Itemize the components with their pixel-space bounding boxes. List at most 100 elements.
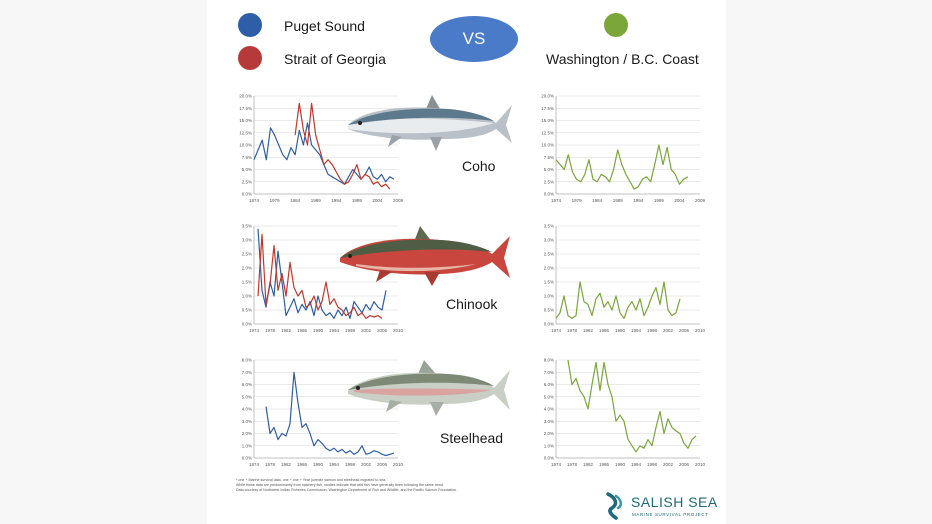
x-tick-label: 1978 xyxy=(567,462,578,467)
fish-label-chinook: Chinook xyxy=(446,296,498,312)
x-tick-label: 1978 xyxy=(567,328,578,333)
y-tick-label: 20.0% xyxy=(541,94,554,99)
x-tick-label: 1982 xyxy=(281,328,292,333)
vs-badge: VS xyxy=(430,16,518,62)
x-tick-label: 1984 xyxy=(592,198,603,203)
series-line-puget-sound xyxy=(257,228,387,320)
x-tick-label: 1994 xyxy=(329,462,340,467)
series-line-washington-b-c-coast xyxy=(567,359,697,453)
x-tick-label: 2002 xyxy=(361,462,372,467)
x-tick-label: 1982 xyxy=(583,328,594,333)
y-tick-label: 7.5% xyxy=(242,155,252,160)
x-tick-label: 1974 xyxy=(551,462,562,467)
chart-coho-coast: 0.0% 2.5% 5.0% 7.5% 10.0% 12.5% 15.0% 17.5% 20.0… xyxy=(541,94,706,204)
x-tick-label: 1994 xyxy=(331,198,342,203)
y-tick-label: 15.0% xyxy=(541,118,554,123)
x-tick-label: 1974 xyxy=(249,328,260,333)
page-margin-left xyxy=(0,0,207,524)
y-tick-label: 17.5% xyxy=(239,106,252,111)
y-tick-label: 7.0% xyxy=(242,370,252,375)
x-tick-label: 1979 xyxy=(572,198,583,203)
fish-label-steelhead: Steelhead xyxy=(440,430,504,446)
series-line-washington-b-c-coast xyxy=(555,281,681,320)
x-tick-label: 1986 xyxy=(297,328,308,333)
x-tick-label: 1990 xyxy=(313,328,324,333)
x-tick-label: 2004 xyxy=(674,198,685,203)
y-tick-label: 3.5% xyxy=(544,224,554,229)
y-tick-label: 8.0% xyxy=(544,358,554,363)
page-margin-right xyxy=(726,0,932,524)
x-tick-label: 1998 xyxy=(345,328,356,333)
y-tick-label: 10.0% xyxy=(239,143,252,148)
x-tick-label: 1974 xyxy=(249,462,260,467)
logo-subtitle: MARINE SURVIVAL PROJECT xyxy=(632,512,709,517)
series-line-washington-b-c-coast xyxy=(555,144,689,190)
y-tick-label: 0.0% xyxy=(242,192,252,197)
chart-steelhead-coast: 0.0% 1.0% 2.0% 3.0% 4.0% 5.0% 6.0% 7.0% 8.0% 1974… xyxy=(544,358,706,468)
x-tick-label: 1994 xyxy=(633,198,644,203)
chinook-salmon-illustration xyxy=(340,226,510,286)
x-tick-label: 1978 xyxy=(265,462,276,467)
x-tick-label: 2002 xyxy=(361,328,372,333)
footnote-line: While these data are predominantly from … xyxy=(236,483,444,487)
y-tick-label: 2.5% xyxy=(242,252,252,257)
y-tick-label: 3.0% xyxy=(544,238,554,243)
y-tick-label: 0.0% xyxy=(544,192,554,197)
x-tick-label: 1974 xyxy=(551,328,562,333)
x-tick-label: 1982 xyxy=(281,462,292,467)
x-tick-label: 2010 xyxy=(393,328,404,333)
y-tick-label: 1.0% xyxy=(242,294,252,299)
series-line-puget-sound xyxy=(265,371,395,457)
x-tick-label: 2006 xyxy=(679,462,690,467)
x-tick-label: 1986 xyxy=(599,462,610,467)
legend-dot-coast xyxy=(604,13,628,37)
y-tick-label: 2.0% xyxy=(544,266,554,271)
fish-label-coho: Coho xyxy=(462,158,496,174)
y-tick-label: 1.0% xyxy=(544,443,554,448)
y-tick-label: 4.0% xyxy=(242,407,252,412)
y-tick-label: 12.5% xyxy=(239,130,252,135)
y-tick-label: 7.0% xyxy=(544,370,554,375)
legend-label-puget-sound: Puget Sound xyxy=(284,18,365,34)
x-tick-label: 1999 xyxy=(654,198,665,203)
x-tick-label: 1999 xyxy=(352,198,363,203)
y-tick-label: 3.0% xyxy=(242,419,252,424)
footnote: * one + Marine survival data, one + one … xyxy=(236,478,576,493)
y-tick-label: 4.0% xyxy=(544,407,554,412)
x-tick-label: 1998 xyxy=(345,462,356,467)
x-tick-label: 2002 xyxy=(663,328,674,333)
coho-salmon-illustration xyxy=(348,95,512,151)
x-tick-label: 1989 xyxy=(613,198,624,203)
y-tick-label: 1.5% xyxy=(242,280,252,285)
x-tick-label: 2002 xyxy=(663,462,674,467)
x-tick-label: 2006 xyxy=(377,328,388,333)
x-tick-label: 2009 xyxy=(695,198,706,203)
y-tick-label: 3.5% xyxy=(242,224,252,229)
y-tick-label: 7.5% xyxy=(544,155,554,160)
y-tick-label: 1.5% xyxy=(544,280,554,285)
y-tick-label: 5.0% xyxy=(544,167,554,172)
x-tick-label: 1994 xyxy=(631,328,642,333)
legend-dot-strait-of-georgia xyxy=(238,46,262,70)
x-tick-label: 1998 xyxy=(647,328,658,333)
y-tick-label: 6.0% xyxy=(242,382,252,387)
x-tick-label: 1990 xyxy=(313,462,324,467)
x-tick-label: 1986 xyxy=(297,462,308,467)
x-tick-label: 1984 xyxy=(290,198,301,203)
y-tick-label: 0.5% xyxy=(544,308,554,313)
y-tick-label: 5.0% xyxy=(242,167,252,172)
y-tick-label: 0.0% xyxy=(242,456,252,461)
x-tick-label: 2010 xyxy=(393,462,404,467)
y-tick-label: 2.0% xyxy=(242,266,252,271)
y-tick-label: 0.5% xyxy=(242,308,252,313)
y-tick-label: 2.0% xyxy=(242,431,252,436)
x-tick-label: 1979 xyxy=(270,198,281,203)
y-tick-label: 2.5% xyxy=(544,179,554,184)
y-tick-label: 17.5% xyxy=(541,106,554,111)
y-tick-label: 0.0% xyxy=(242,322,252,327)
series-line-strait-of-georgia xyxy=(257,233,383,320)
y-tick-label: 12.5% xyxy=(541,130,554,135)
y-tick-label: 0.0% xyxy=(544,456,554,461)
y-tick-label: 5.0% xyxy=(544,394,554,399)
logo-name: SALISH SEA xyxy=(631,494,718,510)
